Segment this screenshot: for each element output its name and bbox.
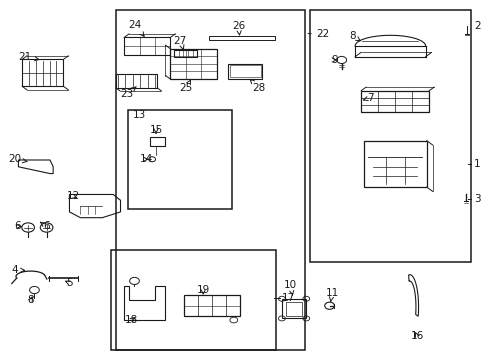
Text: 16: 16	[409, 331, 423, 341]
Text: 17: 17	[282, 293, 295, 303]
Text: 28: 28	[250, 79, 265, 93]
Text: 19: 19	[196, 285, 209, 295]
Text: 3: 3	[473, 194, 480, 203]
Bar	[230, 65, 260, 77]
Text: 26: 26	[232, 21, 245, 35]
Text: 24: 24	[128, 20, 144, 36]
Text: 21: 21	[18, 52, 39, 62]
Text: 27: 27	[173, 36, 186, 49]
Text: 5: 5	[65, 278, 73, 288]
Text: 4: 4	[12, 265, 24, 275]
Text: 20: 20	[8, 154, 27, 164]
Text: 1: 1	[473, 159, 480, 169]
Text: 14: 14	[140, 154, 153, 164]
Text: 2: 2	[473, 21, 480, 31]
Bar	[174, 50, 197, 57]
Text: 25: 25	[179, 80, 192, 93]
Text: 18: 18	[124, 315, 138, 325]
Text: 6: 6	[14, 221, 21, 231]
Text: 13: 13	[132, 111, 145, 120]
Bar	[228, 64, 262, 78]
Text: 12: 12	[66, 192, 80, 202]
Bar	[127, 111, 232, 208]
Bar	[183, 295, 239, 316]
Text: 22: 22	[316, 28, 329, 39]
Text: 8: 8	[349, 31, 360, 41]
Bar	[149, 137, 165, 146]
Text: 9: 9	[330, 55, 337, 65]
Bar	[116, 10, 305, 350]
Text: 23: 23	[120, 87, 136, 99]
Text: 15: 15	[149, 125, 163, 135]
Bar	[111, 249, 276, 350]
Text: 8: 8	[27, 296, 34, 305]
Text: 11: 11	[325, 288, 338, 301]
Text: 6: 6	[41, 221, 50, 231]
Text: 10: 10	[284, 280, 297, 295]
Bar	[209, 36, 275, 40]
Bar	[309, 10, 469, 262]
Text: 7: 7	[363, 93, 372, 103]
